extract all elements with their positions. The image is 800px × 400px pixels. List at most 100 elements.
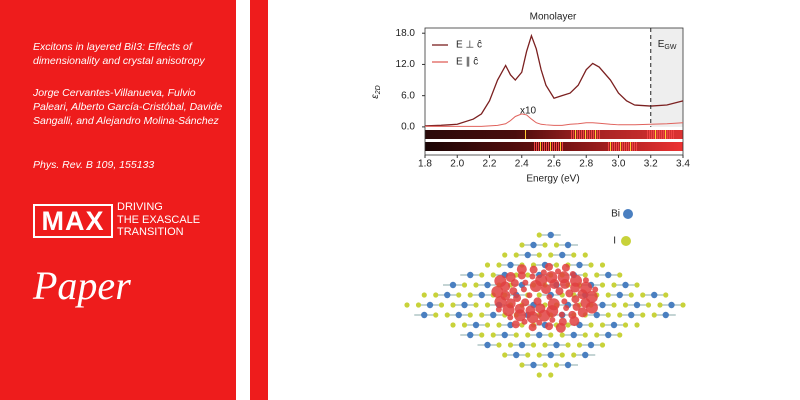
heatmap-stripe [585, 130, 586, 139]
i-atom [536, 232, 542, 238]
heatmap-stripe [525, 130, 526, 139]
x-tick-label: 2.8 [579, 159, 593, 170]
heatmap-stripe [575, 130, 576, 139]
i-atom [519, 242, 525, 248]
exciton-density [585, 301, 598, 314]
i-atom [565, 322, 571, 328]
heatmap-stripe [550, 142, 551, 151]
heatmap-stripe [573, 130, 574, 139]
i-atom [565, 342, 571, 348]
bi-atom [559, 251, 566, 259]
i-atom [433, 292, 439, 298]
i-atom [502, 252, 508, 258]
exciton-density [521, 298, 530, 307]
bi-atom [605, 331, 612, 339]
exciton-density [529, 265, 538, 274]
bi-atom [536, 331, 543, 339]
exciton-density [538, 309, 551, 322]
legend-label: E ⊥ ĉ [456, 40, 482, 51]
i-atom [594, 272, 600, 278]
i-atom [456, 292, 462, 298]
heatmap-stripe [579, 130, 580, 139]
i-atom [571, 252, 577, 258]
i-atom [576, 342, 583, 348]
i-atom [484, 302, 491, 308]
heatmap-stripe [651, 130, 652, 139]
exciton-density [592, 286, 599, 293]
exciton-density [516, 264, 527, 275]
heatmap-stripe [538, 142, 539, 151]
exciton-density [491, 285, 504, 298]
tagline-line: TRANSITION [117, 226, 184, 238]
bi-atom [524, 251, 531, 259]
i-atom [594, 332, 600, 338]
paper-label: Paper [33, 263, 131, 308]
heatmap-stripe [636, 142, 637, 151]
series-line [424, 33, 684, 127]
i-atom [571, 352, 577, 358]
exciton-density [495, 306, 502, 313]
i-atom [479, 312, 485, 318]
heatmap-stripe [595, 130, 596, 139]
i-atom [461, 282, 468, 288]
exciton-density [545, 322, 554, 331]
exciton-density [569, 270, 576, 277]
heatmap-stripe [597, 130, 598, 139]
bi-atom [570, 331, 577, 339]
i-atom [663, 292, 669, 298]
heatmap-stripe [618, 142, 619, 151]
i-atom [548, 372, 554, 378]
i-atom [450, 322, 456, 328]
heatmap-stripe [669, 130, 670, 139]
heatmap-stripe [562, 142, 563, 151]
i-atom [536, 372, 542, 378]
i-atom [588, 322, 594, 328]
bi-atom [564, 361, 572, 369]
bi-atom [576, 261, 583, 269]
i-atom [525, 352, 531, 358]
heatmap-stripe [614, 142, 615, 151]
exciton-density [545, 271, 558, 284]
x-tick-label: 2.6 [547, 159, 561, 170]
heatmap-stripe [632, 142, 633, 151]
bi-atom [467, 331, 474, 339]
heatmap-stripe [571, 130, 572, 139]
x-tick-label: 2.4 [515, 159, 529, 170]
i-atom [444, 312, 450, 318]
i-atom [415, 302, 422, 308]
x-axis-label: Energy (eV) [526, 174, 579, 185]
i-atom [559, 332, 565, 338]
i-atom [404, 302, 410, 308]
exciton-density [526, 292, 533, 299]
exciton-density [535, 274, 548, 287]
heatmap-stripe [628, 142, 629, 151]
i-atom [611, 302, 617, 308]
i-atom [461, 322, 468, 328]
i-atom [640, 312, 646, 318]
exciton-density [513, 294, 522, 303]
x-tick-label: 2.0 [450, 159, 464, 170]
heatmap-stripe [659, 130, 660, 139]
heatmap-stripe [587, 130, 588, 139]
bi-atom [662, 311, 669, 319]
i-atom [605, 292, 611, 298]
bi-atom [478, 291, 485, 299]
i-atom [484, 322, 491, 328]
exciton-density [561, 298, 568, 305]
i-atom [582, 332, 588, 338]
i-atom [599, 262, 606, 268]
heatmap-stripe [558, 142, 559, 151]
bi-atom [490, 311, 497, 319]
heatmap-stripe [556, 142, 557, 151]
exciton-density [544, 262, 553, 271]
heatmap-stripe [577, 130, 578, 139]
exciton-density [526, 311, 539, 324]
bi-atom [564, 241, 572, 249]
heatmap-stripe [624, 142, 625, 151]
exciton-density [582, 277, 589, 284]
exciton-density [507, 314, 514, 321]
heatmap-stripe [554, 142, 555, 151]
i-atom [599, 322, 606, 328]
i-atom [634, 282, 640, 288]
